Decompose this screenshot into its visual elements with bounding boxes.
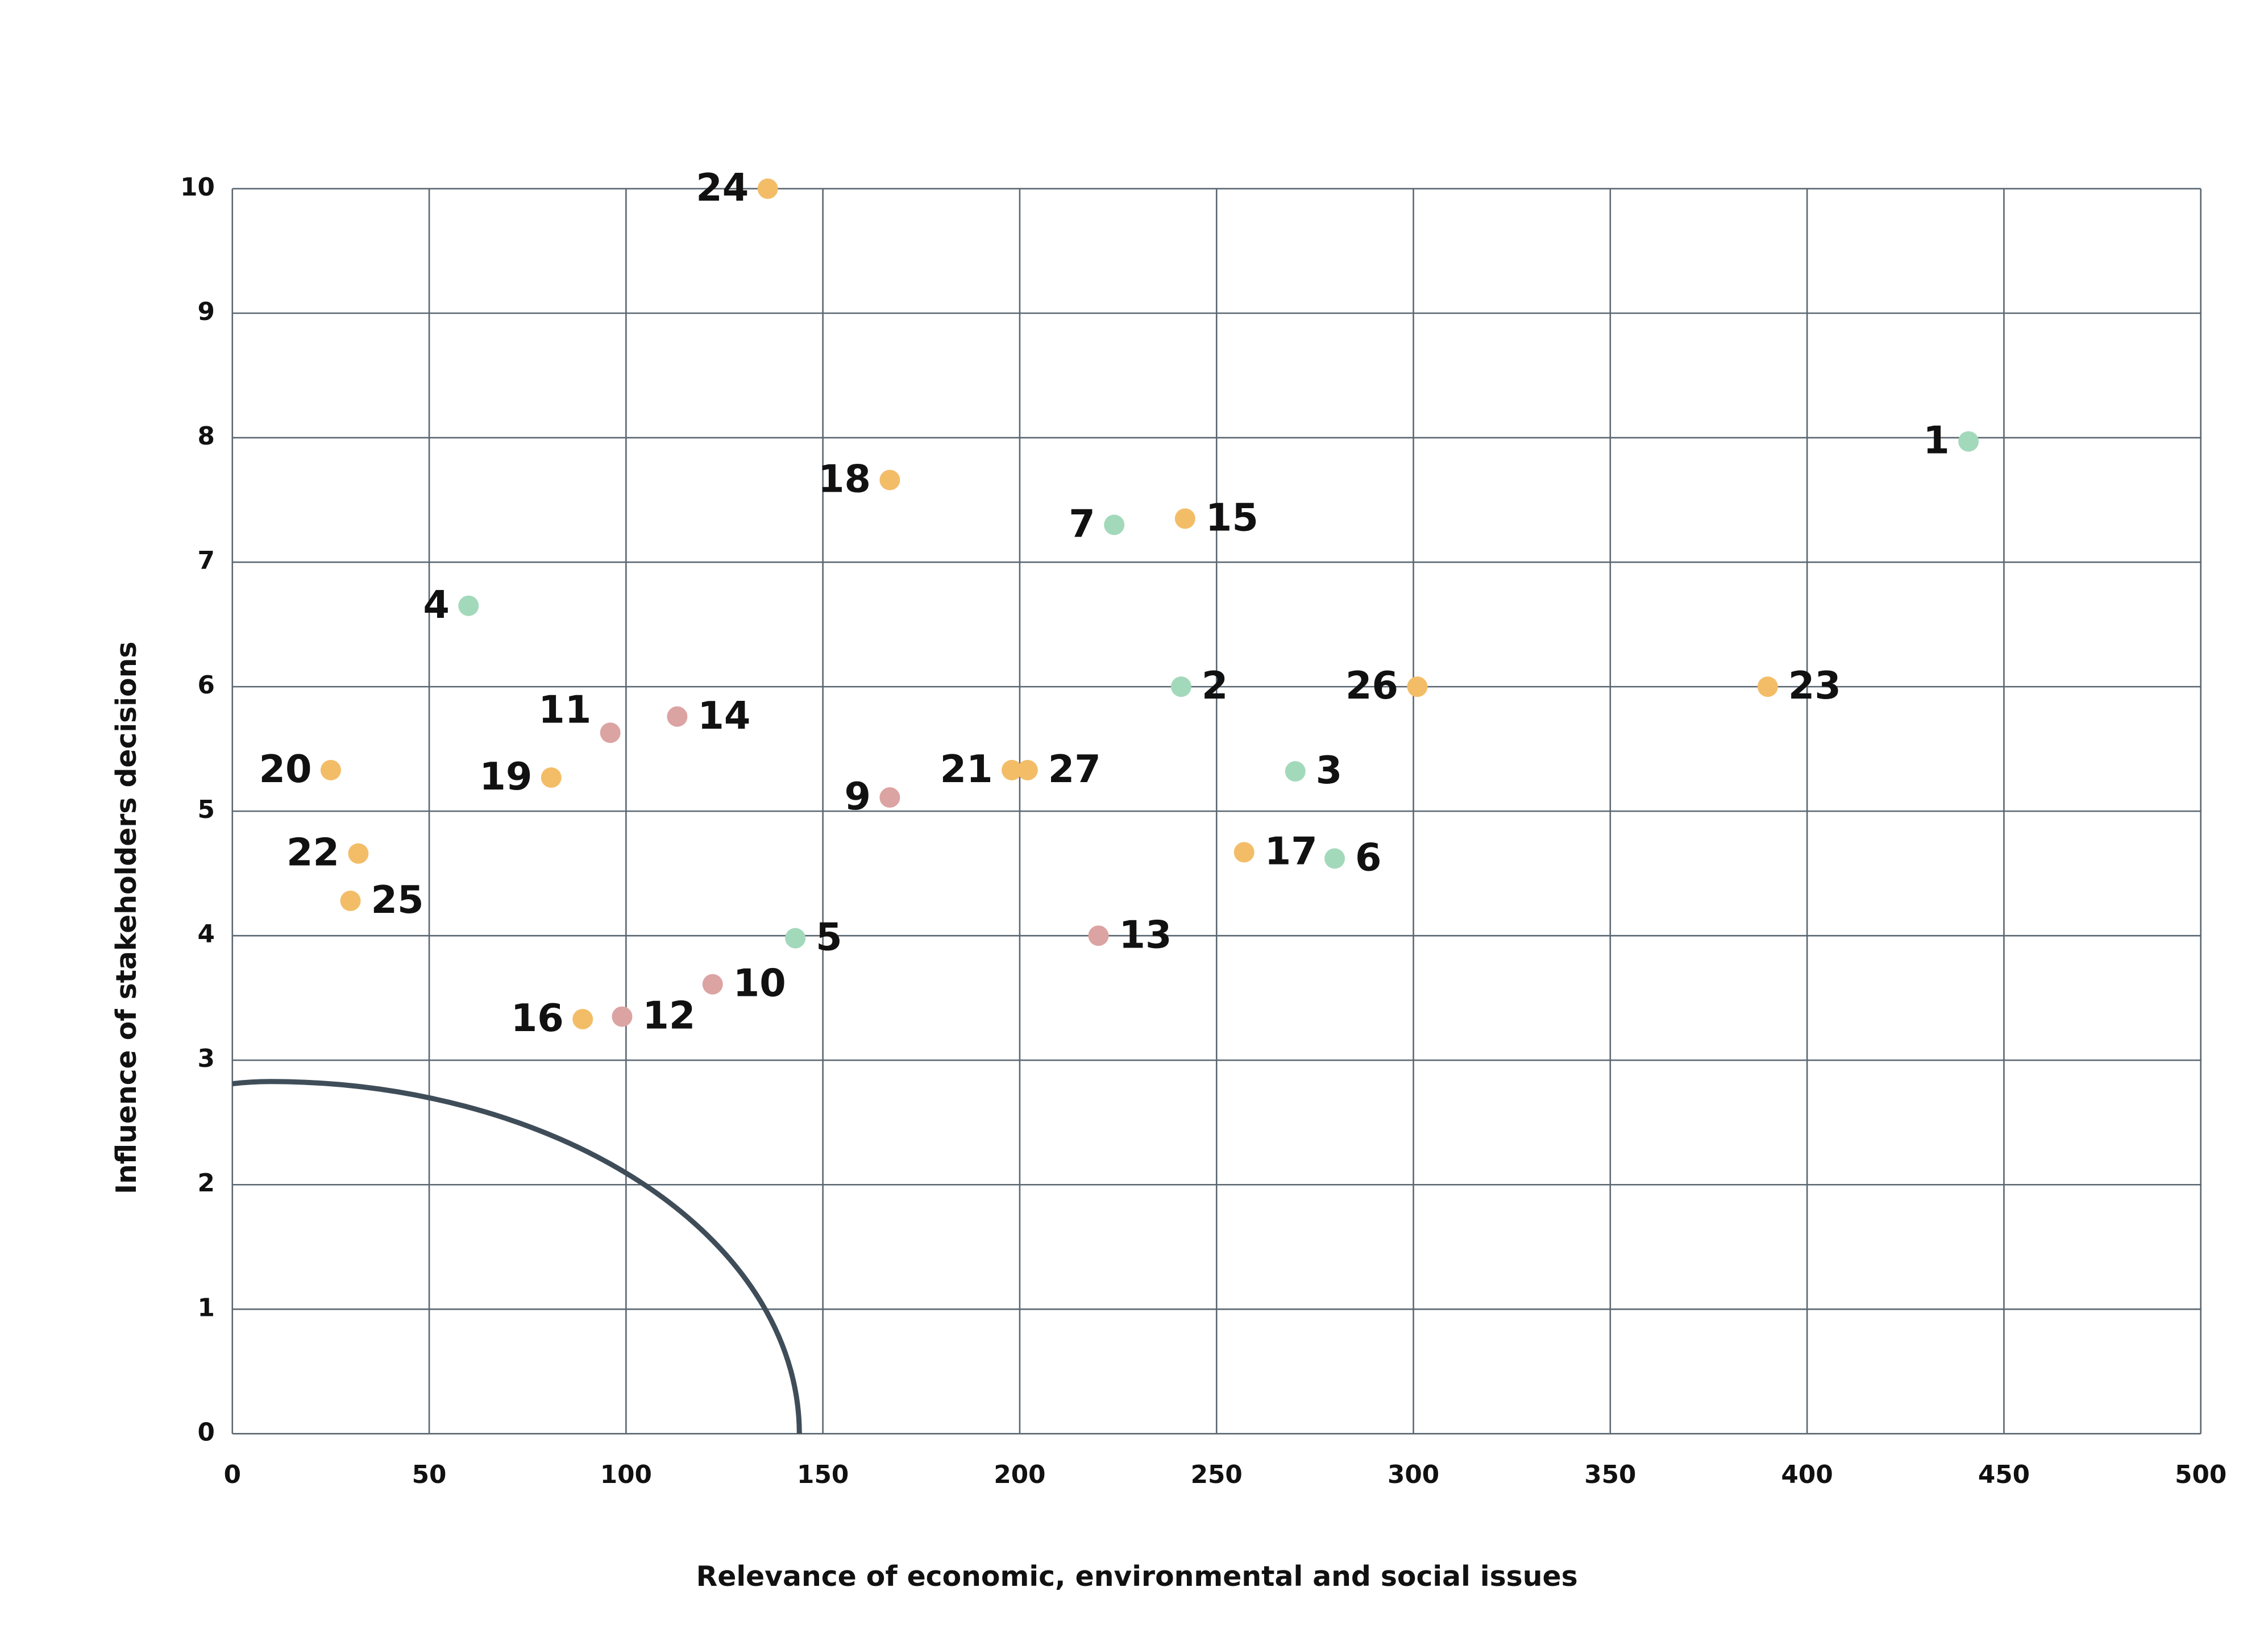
point-label: 19 xyxy=(479,754,532,799)
y-tick-label: 2 xyxy=(198,1169,215,1198)
point xyxy=(1017,759,1038,780)
point xyxy=(1174,508,1195,529)
x-tick-label: 100 xyxy=(600,1460,652,1489)
point xyxy=(612,1006,633,1027)
point-label: 15 xyxy=(1206,496,1258,540)
point xyxy=(757,178,778,199)
point xyxy=(1002,759,1023,780)
point xyxy=(1170,676,1191,697)
y-tick-label: 0 xyxy=(198,1418,215,1447)
point xyxy=(879,470,900,491)
point-label: 25 xyxy=(371,878,424,922)
point-label: 12 xyxy=(642,994,695,1038)
point xyxy=(572,1008,593,1029)
point xyxy=(1104,514,1125,535)
y-tick-label: 5 xyxy=(198,795,215,824)
y-tick-label: 8 xyxy=(198,422,215,451)
point-label: 18 xyxy=(818,457,871,501)
point-label: 13 xyxy=(1119,912,1172,957)
point xyxy=(702,974,723,995)
point xyxy=(785,928,806,949)
point-label: 9 xyxy=(844,774,871,818)
point xyxy=(1324,848,1345,869)
point xyxy=(541,767,562,788)
point xyxy=(458,595,479,616)
x-tick-label: 250 xyxy=(1191,1460,1243,1489)
point xyxy=(667,706,688,727)
point xyxy=(1233,842,1255,863)
point-label: 26 xyxy=(1345,663,1398,708)
point-label: 3 xyxy=(1316,748,1343,792)
point xyxy=(340,890,361,911)
point-label: 27 xyxy=(1048,747,1101,791)
x-tick-label: 350 xyxy=(1584,1460,1636,1489)
y-tick-label: 6 xyxy=(198,671,215,700)
point-label: 6 xyxy=(1355,835,1382,879)
y-tick-label: 7 xyxy=(198,546,215,575)
threshold-curve xyxy=(232,1079,802,1434)
point-label: 14 xyxy=(697,693,750,738)
point-label: 20 xyxy=(259,747,311,791)
point-label: 16 xyxy=(511,996,564,1040)
y-tick-label: 1 xyxy=(198,1293,215,1322)
point xyxy=(1958,431,1979,452)
point-label: 10 xyxy=(733,961,786,1006)
x-tick-label: 300 xyxy=(1388,1460,1439,1489)
x-axis-title: Relevance of economic, environmental and… xyxy=(696,1560,1578,1593)
point-label: 22 xyxy=(286,830,339,875)
point-label: 5 xyxy=(816,915,842,959)
x-tick-label: 200 xyxy=(994,1460,1045,1489)
point-label: 23 xyxy=(1788,663,1841,708)
y-tick-label: 9 xyxy=(198,297,215,326)
point-label: 24 xyxy=(696,165,749,210)
point-label: 17 xyxy=(1265,829,1318,874)
y-axis-title: Influence of stakeholders decisions xyxy=(110,642,143,1194)
y-tick-label: 3 xyxy=(198,1044,215,1073)
y-tick-label: 10 xyxy=(180,173,215,202)
point-label: 7 xyxy=(1069,501,1095,546)
x-tick-label: 500 xyxy=(2175,1460,2227,1489)
x-tick-label: 50 xyxy=(412,1460,447,1489)
point-label: 11 xyxy=(538,688,591,732)
point xyxy=(320,759,341,780)
point xyxy=(1285,761,1306,782)
point-label: 4 xyxy=(423,583,450,627)
y-tick-label: 4 xyxy=(198,920,215,949)
x-tick-label: 150 xyxy=(797,1460,849,1489)
point xyxy=(348,843,369,864)
point-label: 21 xyxy=(940,747,993,791)
x-tick-label: 400 xyxy=(1781,1460,1833,1489)
point xyxy=(1757,676,1778,697)
point xyxy=(1407,676,1428,697)
x-tick-label: 0 xyxy=(224,1460,241,1489)
point xyxy=(879,787,900,808)
point xyxy=(1088,925,1109,946)
point-label: 1 xyxy=(1923,418,1950,463)
point xyxy=(600,722,621,743)
x-tick-label: 450 xyxy=(1978,1460,2030,1489)
point-label: 2 xyxy=(1202,663,1228,708)
